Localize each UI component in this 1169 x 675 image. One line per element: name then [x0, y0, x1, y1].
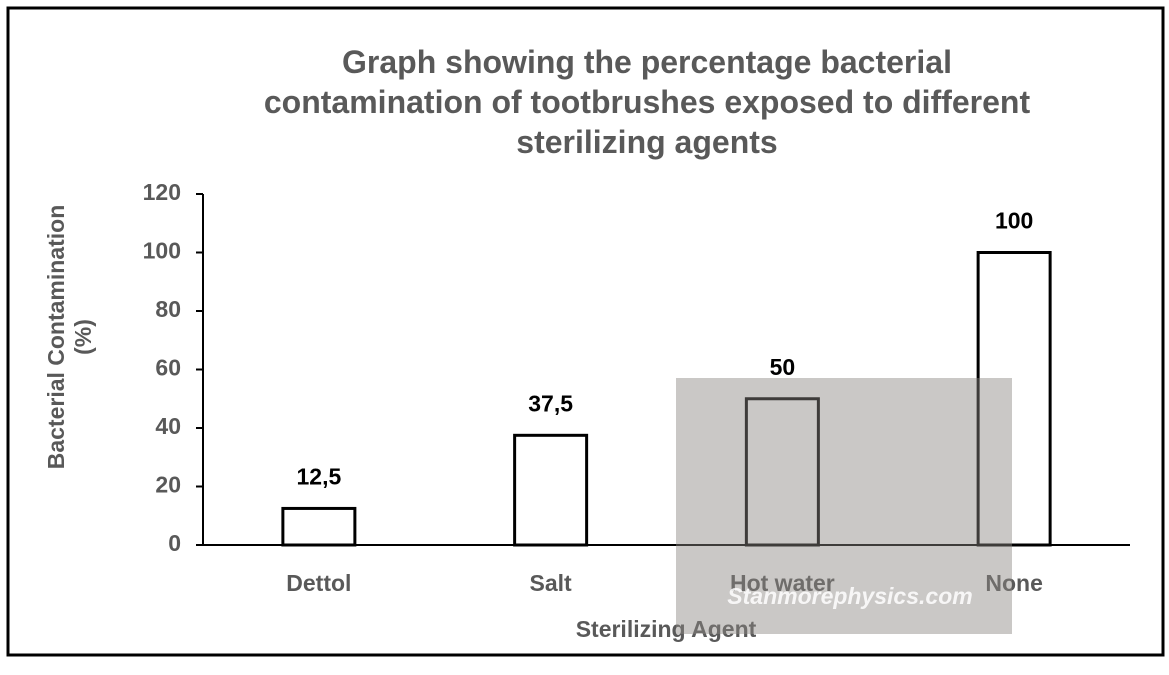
y-tick-label: 40 [155, 413, 181, 439]
x-tick-label: Hot water [730, 570, 835, 596]
y-tick-label: 20 [155, 472, 181, 498]
y-tick-label: 60 [155, 355, 181, 381]
y-axis-label: Bacterial Contamination (%) [43, 204, 96, 470]
watermark-photo [676, 378, 1012, 634]
bar [513, 433, 589, 547]
watermark: Stanmorephysics.com [727, 583, 972, 609]
x-tick-label: Salt [530, 570, 573, 596]
y-tick-label: 120 [143, 179, 181, 205]
value-label: 100 [995, 208, 1033, 234]
chart-title: Graph showing the percentage bacterial c… [263, 44, 1031, 160]
value-label: 37,5 [528, 390, 573, 416]
x-tick-label: None [985, 570, 1043, 596]
y-tick-label: 0 [168, 530, 181, 556]
bar [281, 506, 357, 547]
value-label: 12,5 [296, 464, 341, 490]
x-axis-label: Sterilizing Agent [576, 616, 757, 642]
y-tick-label: 100 [143, 238, 181, 264]
value-label: 50 [770, 354, 796, 380]
chart-frame [6, 6, 1165, 657]
y-tick-label: 80 [155, 296, 181, 322]
x-tick-label: Dettol [286, 570, 351, 596]
